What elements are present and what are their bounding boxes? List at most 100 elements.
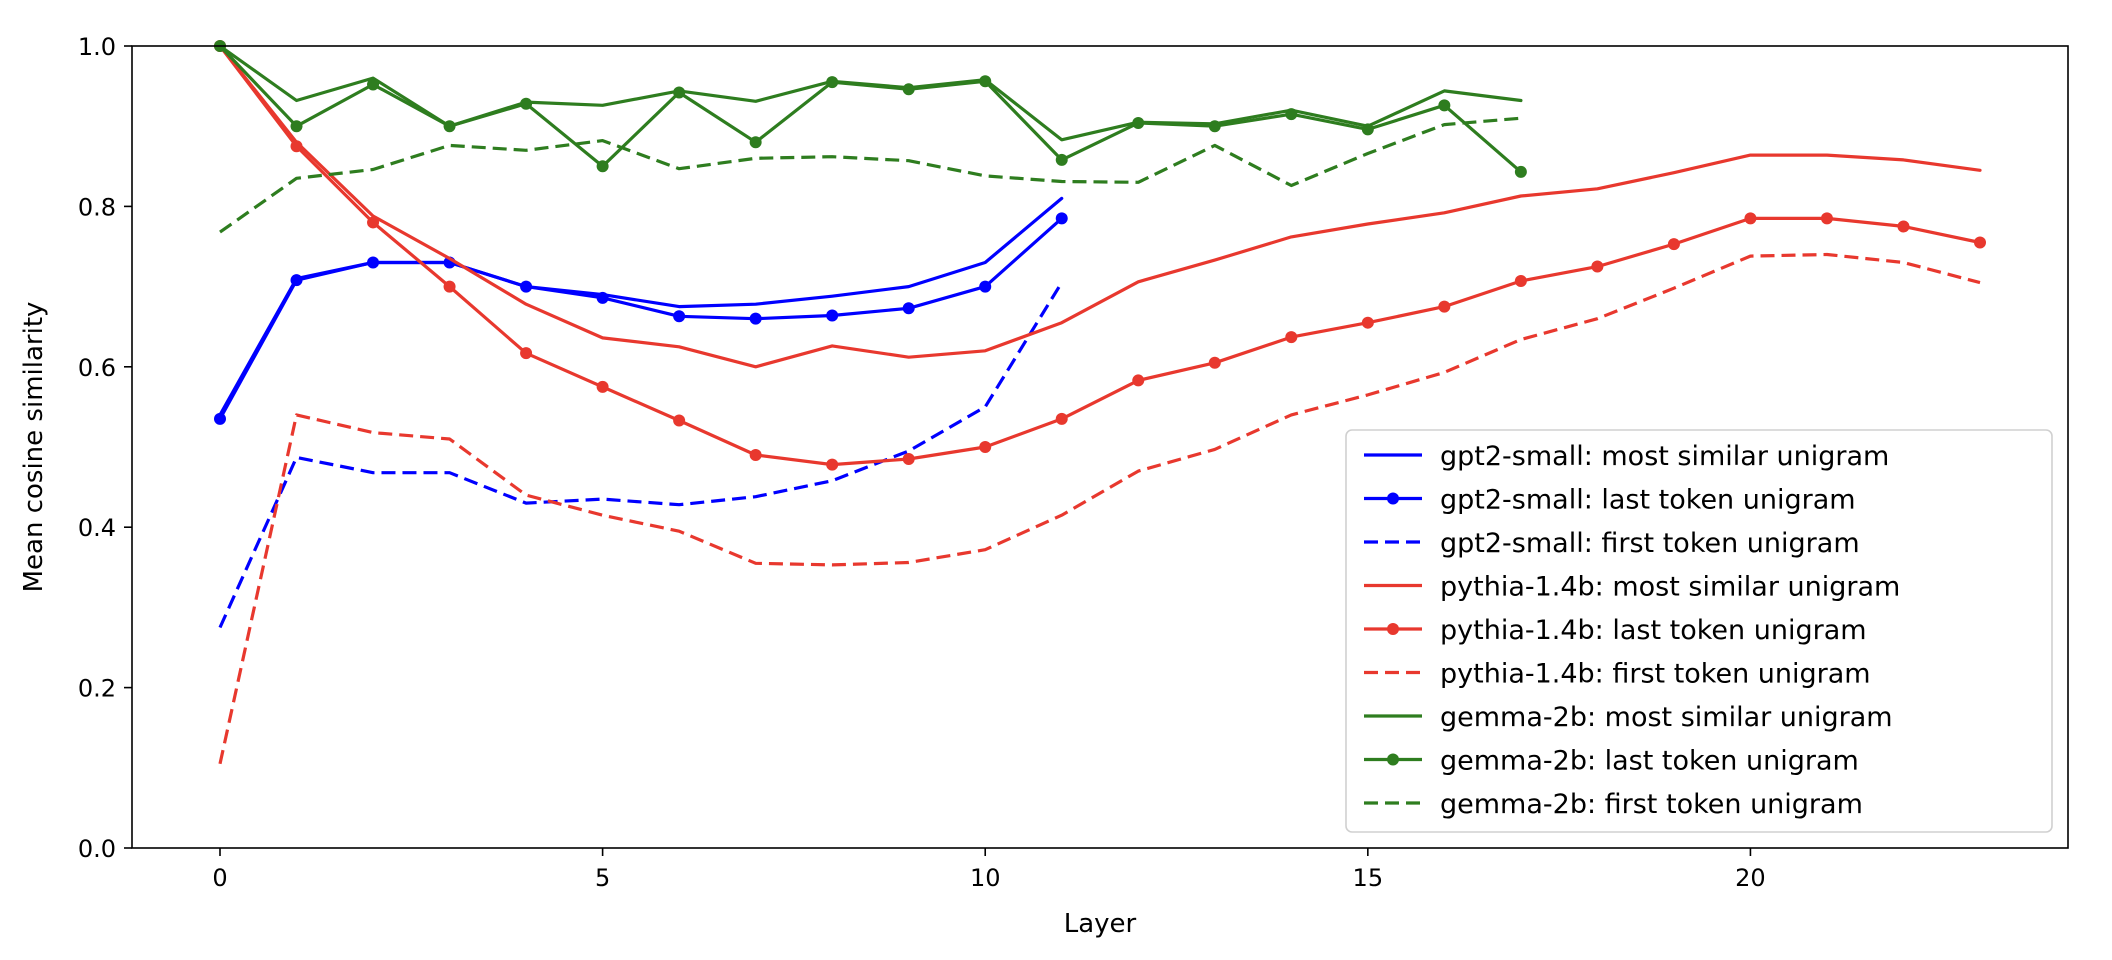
y-tick-label: 0.6 [78, 354, 116, 382]
x-axis: 0 5 10 15 20 [212, 848, 1766, 892]
series-line [219, 116, 1522, 234]
data-point [749, 136, 762, 149]
data-point [290, 140, 303, 153]
legend-item: gemma-2b: first token unigram [1364, 789, 1863, 820]
data-point [290, 274, 303, 287]
data-point [979, 280, 992, 293]
data-point [1285, 331, 1298, 344]
data-point [902, 302, 915, 315]
legend-box [1345, 429, 2053, 833]
data-point [596, 380, 609, 393]
x-tick-label: 20 [1735, 864, 1766, 892]
series-line [218, 216, 1064, 421]
y-tick-label: 0.0 [78, 835, 116, 863]
data-point [1744, 212, 1757, 225]
data-point [1514, 274, 1527, 287]
legend-marker [1387, 753, 1399, 766]
legend-label: gemma-2b: first token unigram [1440, 789, 1863, 820]
data-point [673, 86, 686, 99]
data-point [1820, 212, 1833, 225]
data-point [902, 453, 915, 466]
data-point [749, 449, 762, 462]
data-point [1361, 316, 1374, 329]
legend-item: gpt2-small: first token unigram [1364, 528, 1860, 559]
data-point [902, 83, 915, 96]
legend-item: gemma-2b: last token unigram [1364, 746, 1859, 777]
data-point [214, 412, 226, 425]
series-line [218, 281, 1064, 629]
y-tick-label: 0.8 [78, 193, 116, 221]
data-point [1897, 220, 1910, 233]
data-point [1132, 374, 1145, 387]
y-tick-label: 0.4 [78, 514, 116, 542]
legend-item: pythia-1.4b: first token unigram [1364, 659, 1871, 690]
x-tick-label: 10 [970, 864, 1001, 892]
data-point [979, 441, 992, 453]
data-point [1208, 356, 1221, 369]
legend: gpt2-small: most similar unigram gpt2-sma… [1345, 429, 2053, 833]
series-gpt2-small-last-token-unigram [214, 212, 1068, 425]
data-point [826, 76, 839, 89]
legend-label: pythia-1.4b: first token unigram [1440, 659, 1871, 690]
data-point [367, 216, 380, 229]
series-pythia-1-4b-most-similar-unigram [218, 44, 1982, 369]
series-gemma-2b-last-token-unigram [214, 40, 1527, 178]
data-point [1514, 165, 1527, 178]
legend-item: gpt2-small: last token unigram [1364, 485, 1856, 516]
data-point [1055, 412, 1068, 425]
plot-frame [131, 45, 2069, 849]
data-point [290, 120, 303, 133]
series-line [218, 44, 1982, 369]
legend-label: gemma-2b: last token unigram [1440, 746, 1859, 777]
series-layer [214, 40, 1986, 765]
series-line [218, 252, 1981, 765]
legend-label: gpt2-small: most similar unigram [1440, 441, 1889, 472]
data-point [673, 414, 686, 427]
legend-label: pythia-1.4b: most similar unigram [1440, 572, 1900, 603]
data-point [826, 309, 839, 322]
y-tick-label: 1.0 [78, 33, 116, 61]
data-point [596, 160, 609, 173]
data-point [1055, 153, 1068, 166]
x-tick-label: 5 [595, 864, 610, 892]
y-tick-label: 0.2 [78, 675, 116, 703]
data-point [1438, 300, 1451, 313]
data-point [520, 347, 533, 360]
data-point [1285, 108, 1298, 121]
x-tick-label: 15 [1353, 864, 1384, 892]
legend-label: gpt2-small: last token unigram [1440, 485, 1856, 516]
legend-item: pythia-1.4b: most similar unigram [1364, 572, 1900, 603]
data-point [1438, 99, 1451, 112]
data-point [367, 78, 380, 91]
data-point [443, 280, 456, 293]
legend-item: pythia-1.4b: last token unigram [1364, 615, 1867, 646]
series-gpt2-small-first-token-unigram [218, 281, 1064, 629]
data-point [596, 291, 609, 304]
x-axis-label: Layer [1064, 909, 1137, 939]
series-pythia-1-4b-last-token-unigram [214, 40, 1986, 471]
data-point [367, 256, 380, 269]
series-line [218, 44, 1523, 174]
data-point [443, 120, 456, 133]
data-point [826, 458, 839, 471]
data-point [1132, 116, 1145, 129]
data-point [749, 312, 762, 325]
x-tick-label: 0 [212, 864, 227, 892]
legend-marker [1387, 623, 1399, 635]
data-point [1591, 260, 1604, 273]
legend-label: gpt2-small: first token unigram [1440, 528, 1860, 559]
legend-marker [1387, 492, 1399, 505]
y-axis-label: Mean cosine similarity [19, 302, 49, 593]
series-pythia-1-4b-first-token-unigram [218, 252, 1981, 765]
series-line [218, 44, 1982, 467]
data-point [1361, 123, 1374, 136]
data-point [1974, 236, 1986, 249]
data-point [979, 75, 992, 88]
legend-label: pythia-1.4b: last token unigram [1440, 615, 1867, 646]
data-point [1208, 120, 1221, 133]
data-point [520, 280, 533, 293]
y-axis: 0.0 0.2 0.4 0.6 0.8 1.0 [78, 33, 132, 863]
data-point [520, 97, 533, 110]
data-point [673, 310, 686, 323]
